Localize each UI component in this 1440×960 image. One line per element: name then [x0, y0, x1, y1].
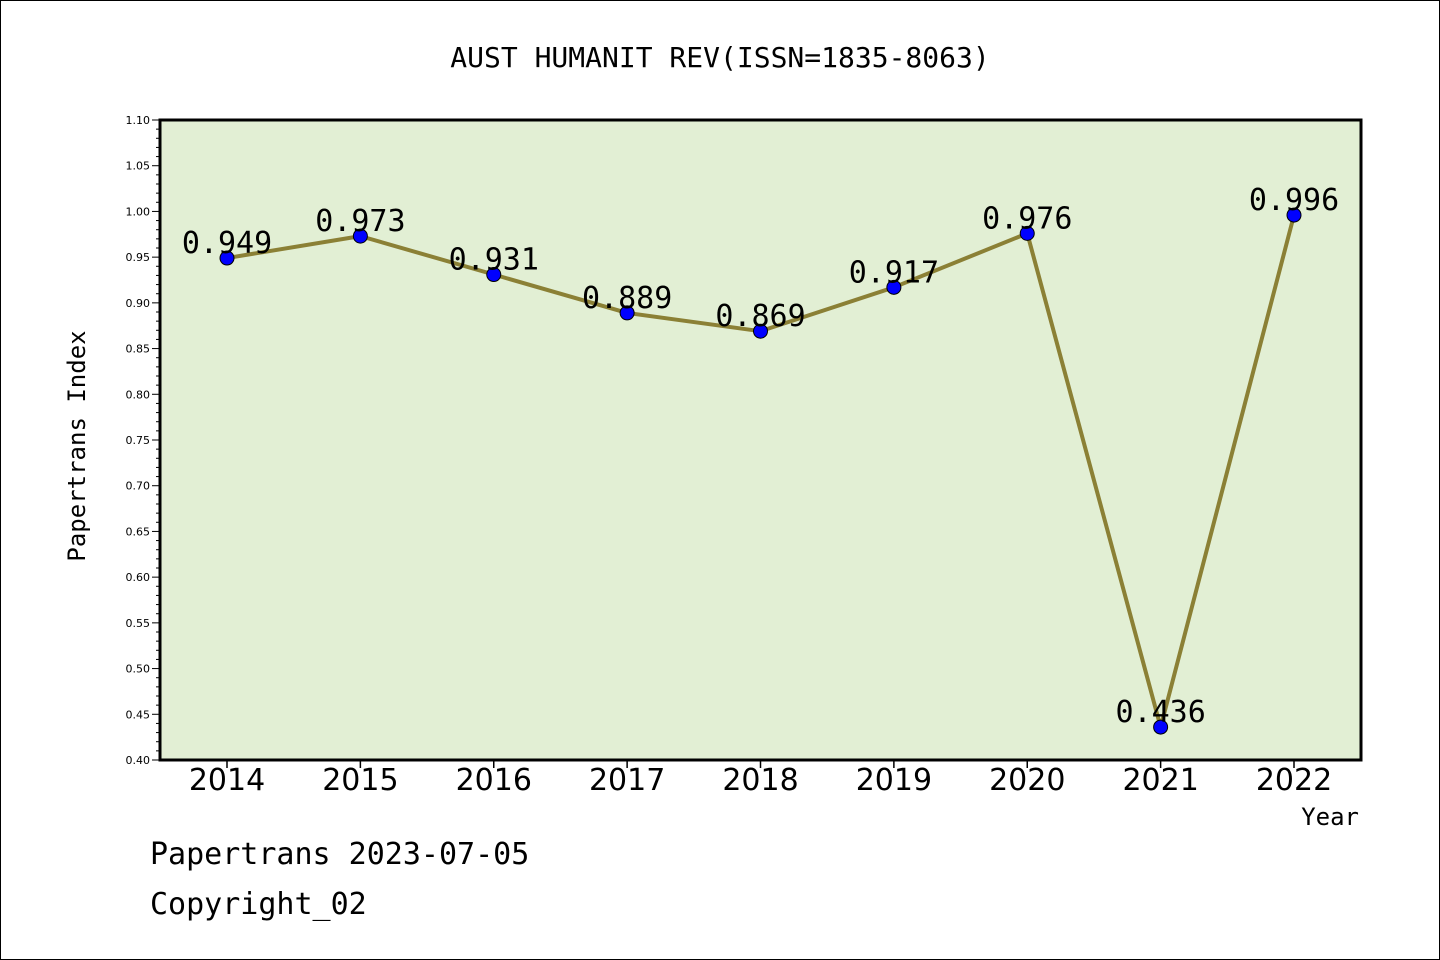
y-tick-label: 0.60 — [126, 571, 151, 584]
x-tick-label: 2017 — [589, 763, 665, 798]
x-axis: 2014 2015 2016 2017 2018 2019 2020 2021 2022 — [189, 760, 1332, 798]
y-tick-label: 0.90 — [126, 297, 151, 310]
x-tick-label: 2015 — [322, 763, 398, 798]
y-tick-label: 1.10 — [126, 114, 151, 127]
data-point-marker — [619, 305, 635, 321]
data-point-marker — [219, 250, 235, 266]
y-tick-label: 0.75 — [126, 434, 151, 447]
data-point-marker — [486, 267, 502, 283]
data-label: 0.973 — [315, 204, 405, 239]
footer-date-text: Papertrans 2023-07-05 — [150, 837, 529, 872]
data-point-marker — [1153, 719, 1169, 735]
x-tick-label: 2022 — [1256, 763, 1332, 798]
y-tick-label: 0.50 — [126, 663, 151, 676]
y-tick-label: 0.55 — [126, 617, 151, 630]
data-point-marker — [1019, 225, 1035, 241]
data-labels-group: 0.949 0.973 0.931 0.889 0.869 0.917 0.976 0.436… — [182, 183, 1339, 730]
y-tick-label: 0.65 — [126, 525, 151, 538]
data-label: 0.917 — [849, 255, 939, 290]
data-label: 0.869 — [715, 299, 805, 334]
data-label: 0.931 — [449, 243, 539, 278]
data-label: 0.436 — [1115, 695, 1205, 730]
x-axis-label: Year — [1301, 803, 1359, 831]
y-tick-label: 0.45 — [126, 708, 151, 721]
data-label: 0.889 — [582, 281, 672, 316]
y-axis-label: Papertrans Index — [63, 330, 91, 561]
series-line-group — [219, 207, 1302, 735]
data-label: 0.976 — [982, 201, 1072, 236]
chart-title: AUST HUMANIT REV(ISSN=1835-8063) — [450, 41, 989, 74]
x-tick-label: 2016 — [456, 763, 532, 798]
y-tick-label: 0.80 — [126, 388, 151, 401]
x-tick-label: 2018 — [722, 763, 798, 798]
x-tick-label: 2020 — [989, 763, 1065, 798]
data-point-marker — [886, 279, 902, 295]
footer-copyright-text: Copyright_02 — [150, 887, 367, 922]
y-tick-label: 1.00 — [126, 205, 151, 218]
data-point-marker — [1286, 207, 1302, 223]
data-point-marker — [352, 228, 368, 244]
y-tick-label: 1.05 — [126, 160, 151, 173]
data-label: 0.949 — [182, 226, 272, 261]
data-point-marker — [753, 323, 768, 339]
x-tick-label: 2021 — [1122, 763, 1198, 798]
x-tick-label: 2019 — [856, 763, 932, 798]
data-label: 0.996 — [1249, 183, 1339, 218]
y-tick-label: 0.95 — [126, 251, 151, 264]
x-tick-label: 2014 — [189, 763, 265, 798]
y-tick-label: 0.85 — [126, 343, 151, 356]
y-tick-label: 0.40 — [126, 754, 151, 767]
y-axis: 0.40 0.45 0.50 0.55 0.60 0.65 0.70 0.75 0.80 0.85… — [126, 114, 160, 767]
plot-area — [158, 118, 1363, 762]
y-tick-label: 0.70 — [126, 480, 151, 493]
